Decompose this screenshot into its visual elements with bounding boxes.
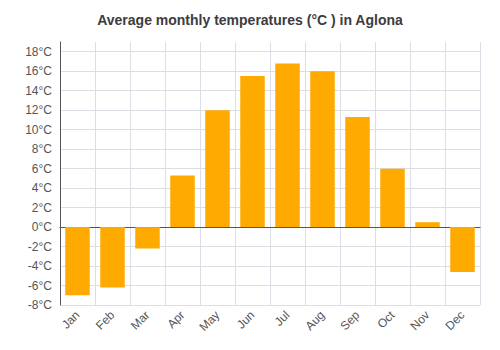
svg-text:-8°C: -8°C <box>28 298 52 312</box>
svg-text:Dec: Dec <box>442 308 467 333</box>
svg-text:0°C: 0°C <box>32 220 52 234</box>
svg-text:12°C: 12°C <box>25 103 52 117</box>
svg-text:-2°C: -2°C <box>28 240 52 254</box>
svg-text:-6°C: -6°C <box>28 279 52 293</box>
svg-text:Oct: Oct <box>374 308 398 332</box>
svg-text:-4°C: -4°C <box>28 259 52 273</box>
svg-text:8°C: 8°C <box>32 142 52 156</box>
svg-text:Jun: Jun <box>234 308 258 332</box>
svg-text:6°C: 6°C <box>32 162 52 176</box>
svg-text:10°C: 10°C <box>25 123 52 137</box>
svg-text:14°C: 14°C <box>25 84 52 98</box>
svg-text:4°C: 4°C <box>32 181 52 195</box>
svg-text:18°C: 18°C <box>25 45 52 59</box>
svg-text:May: May <box>197 308 223 334</box>
svg-text:Jan: Jan <box>59 308 83 332</box>
svg-text:Sep: Sep <box>337 308 362 333</box>
svg-text:2°C: 2°C <box>32 201 52 215</box>
svg-text:16°C: 16°C <box>25 64 52 78</box>
svg-text:Average monthly temperatures (: Average monthly temperatures (°C ) in Ag… <box>97 12 403 28</box>
svg-text:Nov: Nov <box>407 308 432 333</box>
svg-text:Apr: Apr <box>164 308 187 331</box>
svg-text:Aug: Aug <box>302 308 327 333</box>
svg-text:Mar: Mar <box>128 308 153 332</box>
svg-text:Jul: Jul <box>272 308 293 329</box>
svg-text:Feb: Feb <box>93 308 118 333</box>
